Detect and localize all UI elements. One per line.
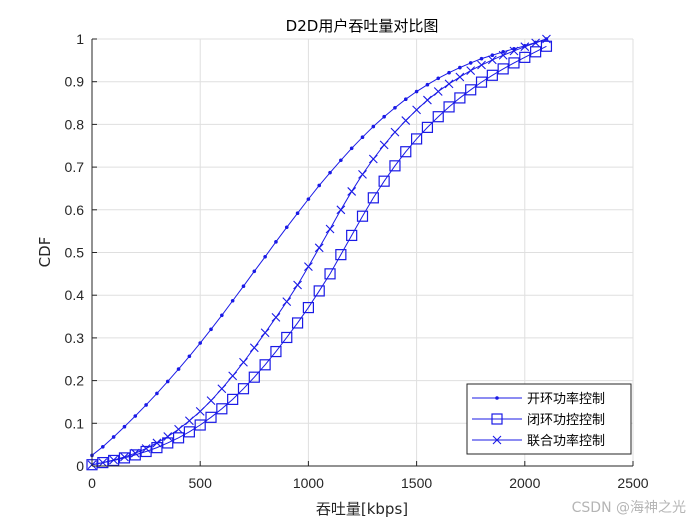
y-tick-label: 0.6: [65, 202, 85, 218]
y-tick-label: 0.7: [65, 159, 85, 175]
x-tick-label: 1500: [401, 475, 432, 491]
y-tick-label: 0.5: [65, 245, 85, 261]
series-line: [86, 40, 553, 471]
y-tick-label: 0.8: [65, 116, 85, 132]
series-line: [87, 34, 551, 470]
x-tick-label: 2000: [509, 475, 540, 491]
data-series: [86, 34, 553, 471]
y-tick-label: 0.9: [65, 74, 85, 90]
x-marker-icon: [492, 435, 502, 445]
y-axis-label: CDF: [36, 237, 54, 268]
legend-item-closed-loop: 闭环功控控制: [472, 413, 605, 428]
y-tick-label: 0: [76, 458, 84, 474]
legend-label: 联合功率控制: [527, 433, 605, 449]
dot-marker-icon: [495, 396, 499, 400]
y-tick-label: 1: [76, 31, 84, 47]
x-tick-label: 0: [88, 475, 96, 491]
square-marker-icon: [491, 413, 503, 425]
tick-marks: 0 500 1000 1500 2000 2500 0 0.1 0.2 0.3 0.4 0.5 0.6 0…: [65, 31, 649, 491]
legend-label: 闭环功控控制: [527, 413, 605, 428]
legend-item-open-loop: 开环功率控制: [472, 391, 605, 407]
chart-title: D2D用户吞吐量对比图: [286, 17, 439, 35]
x-tick-label: 2500: [617, 475, 648, 491]
legend-label: 开环功率控制: [527, 391, 605, 407]
watermark: CSDN @海神之光: [571, 500, 686, 516]
x-tick-label: 500: [189, 475, 213, 491]
y-tick-label: 0.2: [65, 373, 85, 389]
x-axis-label: 吞吐量[kbps]: [316, 500, 408, 518]
legend: 开环功率控制 闭环功控控制 联合功率控制: [466, 383, 632, 455]
series-line: [90, 37, 549, 458]
y-tick-label: 0.1: [65, 415, 85, 431]
legend-item-joint: 联合功率控制: [472, 433, 605, 449]
y-tick-label: 0.3: [65, 330, 85, 346]
y-tick-label: 0.4: [65, 287, 85, 303]
x-tick-label: 1000: [293, 475, 324, 491]
